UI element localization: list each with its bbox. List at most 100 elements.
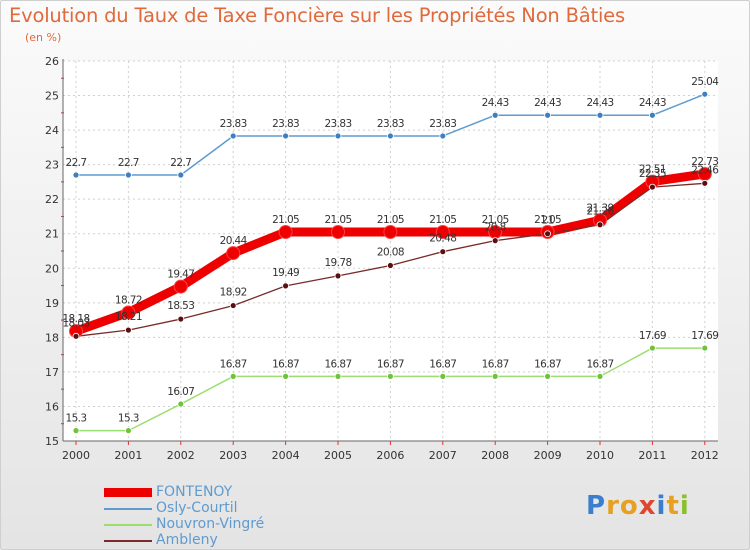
data-point [596,372,604,380]
data-label: 16.87 [534,358,561,370]
x-tick-label: 2009 [534,449,562,462]
data-point [282,372,290,380]
data-point [334,372,342,380]
data-label: 21.05 [377,214,404,226]
data-point [435,225,450,239]
logo-letter: P [586,491,607,521]
data-point [596,221,604,229]
data-label: 23.83 [272,118,299,130]
data-label: 18.03 [62,317,89,329]
data-label: 24.43 [534,97,561,109]
data-label: 18.53 [167,300,194,312]
data-label: 24.43 [482,97,509,109]
data-label: 16.87 [377,358,404,370]
x-tick-label: 2001 [114,449,142,462]
data-point [334,272,342,280]
data-label: 20.8 [485,222,506,234]
data-point [701,90,709,98]
legend-swatch-fontenoy [104,488,152,497]
data-point [439,132,447,140]
data-label: 22.7 [66,157,87,169]
data-label: 19.47 [167,269,194,281]
y-tick-label: 24 [45,124,59,137]
data-label: 16.87 [586,358,613,370]
data-point [177,171,185,179]
x-tick-label: 2006 [376,449,404,462]
data-points [69,90,712,435]
data-label: 24.43 [639,97,666,109]
data-point [649,111,656,119]
data-point [491,372,499,380]
logo-letter: x [638,491,657,521]
data-label: 22.7 [170,157,191,169]
data-label: 19.49 [272,267,299,279]
data-point [331,225,345,239]
x-tick-label: 2007 [429,449,457,462]
x-tick-label: 2008 [481,449,509,462]
legend-swatch-osly-courtil [104,508,152,510]
data-point [278,225,293,239]
data-point [544,111,551,119]
proxiti-logo: Proxiti [586,491,690,521]
data-point [701,344,709,352]
data-point [383,225,398,239]
y-tick-label: 23 [45,159,59,172]
y-tick-label: 19 [45,297,59,310]
data-point [177,400,185,408]
data-point [226,246,241,261]
data-point [491,237,499,245]
data-point [386,132,394,140]
y-tick-label: 20 [45,262,59,275]
data-label: 16.87 [220,358,247,370]
logo-letter: i [679,491,690,521]
data-label: 19.78 [324,257,351,269]
legend-label: Ambleny [156,532,218,548]
data-label: 20.48 [429,233,456,245]
data-point [439,248,447,256]
legend-label: Nouvron-Vingré [156,516,265,532]
data-label: 16.87 [429,358,456,370]
x-tick-label: 2004 [272,449,300,462]
data-label: 20.44 [220,235,248,247]
data-label: 17.69 [691,330,718,342]
data-label: 17.69 [639,330,666,342]
logo-letter: t [666,491,680,521]
data-label: 18.18 [62,313,89,325]
y-tick-label: 22 [45,193,59,206]
data-label: 22.35 [639,168,666,180]
data-label: 22.73 [691,156,718,168]
data-label: 20.08 [377,247,404,259]
data-label: 25.04 [691,76,719,88]
data-point [72,427,80,435]
data-point [386,262,394,269]
y-tick-label: 21 [45,228,59,241]
data-point [649,183,656,191]
data-label: 21 [542,215,554,227]
data-label: 21.05 [324,214,351,226]
legend-swatch-nouvron-vingre [104,524,152,526]
data-point [121,305,136,320]
y-tick-label: 26 [45,55,59,68]
data-point [177,315,185,323]
data-point [282,132,290,140]
y-tick-label: 18 [45,331,59,344]
data-point [596,111,604,119]
x-tick-label: 2000 [62,449,90,462]
legend-label: Osly-Courtil [156,500,238,516]
y-tick-label: 15 [45,435,59,448]
data-label: 21.05 [429,214,456,226]
data-label: 15.3 [66,413,87,425]
logo-letter: r [606,491,620,521]
data-point [173,279,188,294]
data-label: 22.7 [118,157,139,169]
data-label: 22.51 [639,164,666,176]
data-point [282,282,290,290]
data-point [229,302,237,309]
unit-label: (en %) [25,31,62,44]
data-label: 21.05 [482,214,509,226]
data-point [544,230,551,238]
logo-letter: o [619,491,639,521]
data-label: 16.87 [272,358,299,370]
x-tick-label: 2012 [691,449,719,462]
